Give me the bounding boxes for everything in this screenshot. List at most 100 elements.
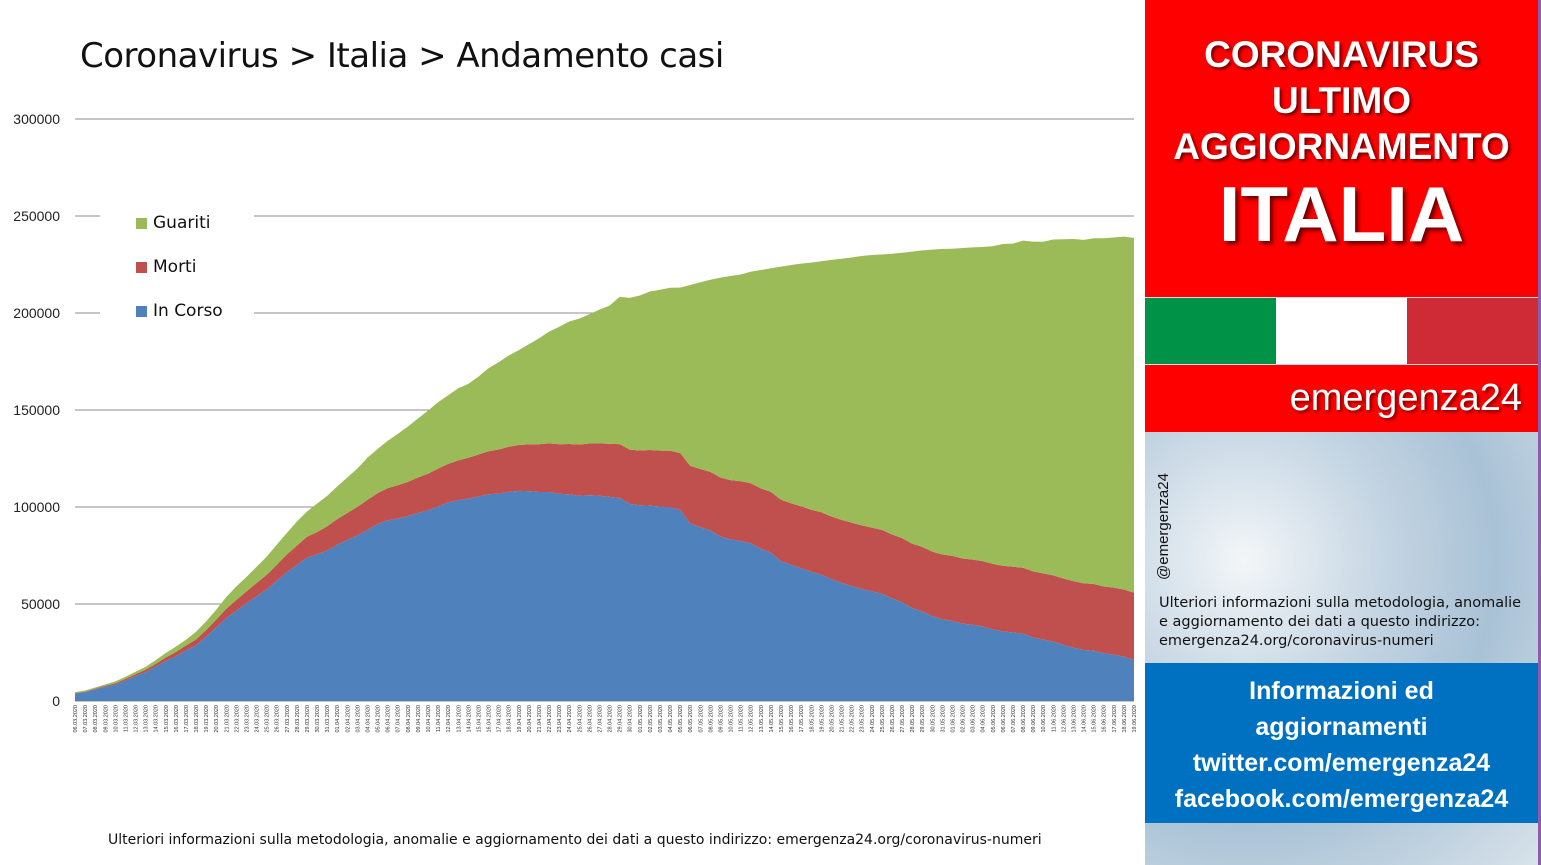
x-tick-label: 03.06.2020 xyxy=(971,705,977,733)
update-banner: CORONAVIRUS ULTIMO AGGIORNAMENTO ITALIA xyxy=(1145,0,1538,297)
x-tick-label: 09.05.2020 xyxy=(718,705,724,733)
y-tick-label: 250000 xyxy=(13,208,60,224)
x-tick-label: 28.04.2020 xyxy=(608,705,614,733)
flag-red-stripe xyxy=(1407,298,1538,364)
x-tick-label: 17.06.2020 xyxy=(1112,705,1118,733)
x-tick-label: 15.05.2020 xyxy=(779,705,785,733)
panel-info-text: Ulteriori informazioni sulla metodologia… xyxy=(1159,595,1522,649)
x-tick-label: 10.04.2020 xyxy=(426,705,432,733)
y-tick-label: 50000 xyxy=(21,596,60,612)
x-tick-label: 25.05.2020 xyxy=(880,705,886,733)
x-tick-label: 05.05.2020 xyxy=(678,705,684,733)
x-tick-label: 02.04.2020 xyxy=(345,705,351,733)
x-tick-label: 06.04.2020 xyxy=(386,705,392,733)
x-tick-label: 25.04.2020 xyxy=(577,705,583,733)
x-tick-label: 10.05.2020 xyxy=(729,705,735,733)
social-box-line-1: Informazioni ed xyxy=(1249,677,1434,705)
x-tick-label: 31.03.2020 xyxy=(325,705,331,733)
x-tick-label: 06.03.2020 xyxy=(73,705,79,733)
x-tick-label: 18.06.2020 xyxy=(1122,705,1128,733)
x-tick-label: 21.04.2020 xyxy=(537,705,543,733)
x-tick-label: 29.04.2020 xyxy=(618,705,624,733)
x-tick-label: 22.04.2020 xyxy=(547,705,553,733)
x-tick-label: 17.05.2020 xyxy=(799,705,805,733)
x-tick-label: 29.05.2020 xyxy=(920,705,926,733)
x-tick-label: 27.03.2020 xyxy=(285,705,291,733)
page-title: Coronavirus > Italia > Andamento casi xyxy=(80,36,724,76)
x-tick-label: 12.04.2020 xyxy=(446,705,452,733)
x-tick-label: 09.04.2020 xyxy=(416,705,422,733)
legend-label: In Corso xyxy=(153,301,223,321)
chart: 0 50000 100000 150000 200000 250000 300000 06.… xyxy=(13,111,1138,733)
legend-swatch xyxy=(136,218,147,229)
x-tick-label: 30.04.2020 xyxy=(628,705,634,733)
x-tick-label: 08.06.2020 xyxy=(1021,705,1027,733)
x-tick-label: 30.05.2020 xyxy=(930,705,936,733)
x-tick-label: 19.03.2020 xyxy=(204,705,210,733)
x-tick-label: 28.05.2020 xyxy=(910,705,916,733)
x-tick-label: 18.05.2020 xyxy=(809,705,815,733)
flag-white-stripe xyxy=(1276,298,1407,364)
legend-label: Guariti xyxy=(153,213,210,233)
x-tick-label: 07.04.2020 xyxy=(396,705,402,733)
y-tick-label: 100000 xyxy=(13,499,60,515)
x-tick-label: 05.06.2020 xyxy=(991,705,997,733)
x-tick-label: 23.03.2020 xyxy=(244,705,250,733)
social-handle: @emergenza24 xyxy=(1155,473,1172,580)
x-tick-label: 03.05.2020 xyxy=(658,705,664,733)
x-tick-label: 07.06.2020 xyxy=(1011,705,1017,733)
banner-line-3: AGGIORNAMENTO xyxy=(1173,126,1510,167)
social-box-line-2: aggiornamenti xyxy=(1255,713,1428,741)
x-tick-label: 13.06.2020 xyxy=(1071,705,1077,733)
x-tick-label: 01.05.2020 xyxy=(638,705,644,733)
y-tick-label: 150000 xyxy=(13,402,60,418)
flag-green-stripe xyxy=(1145,298,1276,364)
x-tick-label: 09.06.2020 xyxy=(1031,705,1037,733)
x-tick-label: 11.05.2020 xyxy=(739,705,745,732)
x-tick-label: 08.04.2020 xyxy=(406,705,412,733)
x-tick-label: 05.04.2020 xyxy=(376,705,382,733)
x-tick-label: 23.04.2020 xyxy=(557,705,563,733)
x-tick-label: 12.03.2020 xyxy=(134,705,140,733)
x-tick-label: 16.05.2020 xyxy=(789,705,795,733)
area-morti xyxy=(75,443,1134,694)
chart-areas xyxy=(75,236,1134,701)
x-tick-label: 11.04.2020 xyxy=(436,705,442,732)
chart-legend: Guariti Morti In Corso xyxy=(100,208,254,340)
x-tick-label: 20.04.2020 xyxy=(527,705,533,733)
x-axis: 06.03.2020 07.03.2020 08.03.2020 09.03.2020… xyxy=(73,705,1138,733)
x-tick-label: 26.03.2020 xyxy=(275,705,281,733)
x-tick-label: 17.04.2020 xyxy=(497,705,503,733)
x-tick-label: 24.05.2020 xyxy=(870,705,876,733)
italian-flag xyxy=(1145,298,1538,364)
facebook-link[interactable]: facebook.com/emergenza24 xyxy=(1174,785,1509,813)
x-tick-label: 03.04.2020 xyxy=(355,705,361,733)
x-tick-label: 15.06.2020 xyxy=(1092,705,1098,733)
x-tick-label: 14.04.2020 xyxy=(466,705,472,733)
y-tick-label: 0 xyxy=(52,693,60,709)
x-tick-label: 10.06.2020 xyxy=(1041,705,1047,733)
banner-line-2: ULTIMO xyxy=(1271,80,1412,121)
y-tick-label: 300000 xyxy=(13,111,60,127)
x-tick-label: 15.04.2020 xyxy=(476,705,482,733)
x-tick-label: 31.05.2020 xyxy=(940,705,946,733)
x-tick-label: 13.05.2020 xyxy=(759,705,765,733)
x-tick-label: 02.05.2020 xyxy=(648,705,654,733)
footnote: Ulteriori informazioni sulla metodologia… xyxy=(108,832,1042,848)
x-tick-label: 06.06.2020 xyxy=(1001,705,1007,733)
legend-swatch xyxy=(136,262,147,273)
x-tick-label: 13.04.2020 xyxy=(456,705,462,733)
x-tick-label: 19.04.2020 xyxy=(517,705,523,733)
x-tick-label: 07.05.2020 xyxy=(698,705,704,733)
x-tick-label: 08.03.2020 xyxy=(93,705,99,733)
twitter-link[interactable]: twitter.com/emergenza24 xyxy=(1192,749,1491,777)
y-axis: 0 50000 100000 150000 200000 250000 300000 xyxy=(13,111,60,709)
area-guariti xyxy=(75,236,1134,694)
panel-edge xyxy=(1538,0,1541,865)
x-tick-label: 04.04.2020 xyxy=(365,705,371,733)
x-tick-label: 29.03.2020 xyxy=(305,705,311,733)
legend-background xyxy=(100,208,254,340)
x-tick-label: 14.03.2020 xyxy=(154,705,160,733)
x-tick-label: 15.03.2020 xyxy=(164,705,170,733)
x-tick-label: 10.03.2020 xyxy=(113,705,119,733)
